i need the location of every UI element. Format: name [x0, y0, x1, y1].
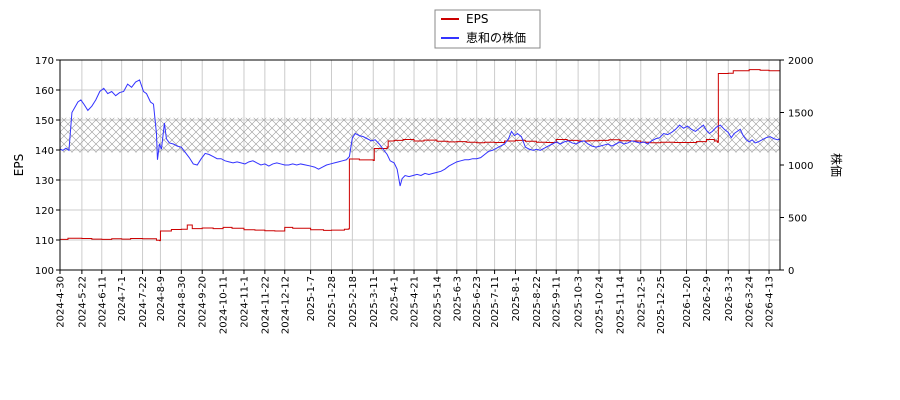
- x-tick-label: 2024-10-11: [219, 276, 230, 334]
- y-right-tick-label: 2000: [788, 56, 813, 67]
- legend-eps-label: EPS: [466, 12, 488, 26]
- x-tick-label: 2025-9-11: [552, 276, 563, 328]
- y-left-tick-label: 150: [35, 116, 54, 127]
- y-left-tick-label: 130: [35, 176, 54, 187]
- x-tick-label: 2025-6-23: [472, 276, 483, 328]
- legend: EPS 恵和の株価: [434, 9, 541, 49]
- x-tick-label: 2025-11-14: [615, 276, 626, 334]
- x-tick-label: 2026-3-24: [745, 276, 756, 328]
- x-tick-label: 2025-7-11: [490, 276, 501, 328]
- x-tick-label: 2025-5-14: [432, 276, 443, 328]
- y-right-tick-label: 1500: [788, 109, 813, 120]
- x-tick-label: 2024-8-9: [156, 276, 167, 321]
- x-tick-label: 2025-12-5: [636, 276, 647, 328]
- x-tick-label: 2025-10-24: [595, 276, 606, 334]
- eps-series-line: [60, 69, 780, 242]
- x-tick-label: 2025-1-7: [306, 276, 317, 321]
- x-tick-label: 2024-11-22: [260, 276, 271, 334]
- x-tick-label: 2024-7-22: [138, 276, 149, 328]
- y-left-tick-label: 120: [35, 206, 54, 217]
- x-tick-label: 2025-1-28: [327, 276, 338, 328]
- x-tick-label: 2024-11-1: [239, 276, 250, 328]
- x-tick-label: 2024-9-20: [198, 276, 209, 328]
- y-left-tick-label: 160: [35, 86, 54, 97]
- x-tick-label: 2026-4-13: [765, 276, 776, 328]
- x-tick-label: 2026-2-9: [702, 276, 713, 321]
- hatched-band: [60, 117, 780, 153]
- x-tick-label: 2026-1-20: [682, 276, 693, 328]
- x-tick-label: 2025-2-18: [348, 276, 359, 328]
- x-tick-label: 2025-4-21: [410, 276, 421, 328]
- x-tick-label: 2025-6-3: [452, 276, 463, 321]
- x-tick-label: 2024-5-22: [77, 276, 88, 328]
- y-right-tick-label: 0: [788, 266, 794, 277]
- y-left-axis-label: EPS: [12, 154, 26, 176]
- x-tick-label: 2025-8-22: [532, 276, 543, 328]
- x-tick-label: 2025-12-25: [656, 276, 667, 334]
- legend-box: [434, 9, 541, 49]
- x-tick-label: 2024-8-30: [177, 276, 188, 328]
- series-lines: [60, 69, 780, 242]
- y-left-tick-label: 110: [35, 236, 54, 247]
- x-tick-label: 2026-3-3: [724, 276, 735, 321]
- x-tick-label: 2024-6-11: [97, 276, 108, 328]
- stock-price-series-line: [60, 79, 780, 187]
- y-left-tick-label: 170: [35, 56, 54, 67]
- x-tick-label: 2024-4-30: [56, 276, 67, 328]
- x-tick-label: 2025-4-1: [390, 276, 401, 321]
- axis-ticks: 100 110 120 130 140 150 160 170 0 500 1000 1500 2000…: [35, 56, 814, 334]
- x-tick-label: 2025-8-1: [511, 276, 522, 321]
- x-tick-label: 2025-3-11: [369, 276, 380, 328]
- plot-frame: [59, 59, 781, 271]
- y-right-tick-label: 1000: [788, 161, 813, 172]
- x-tick-label: 2024-12-12: [280, 276, 291, 334]
- x-tick-label: 2024-7-1: [117, 276, 128, 321]
- y-right-tick-label: 500: [788, 214, 807, 225]
- x-tick-label: 2025-10-3: [574, 276, 585, 328]
- y-left-tick-label: 100: [35, 266, 54, 277]
- y-left-tick-label: 140: [35, 146, 54, 157]
- grid: [59, 59, 780, 271]
- hatched-band-rect: [60, 117, 780, 153]
- legend-price-label: 恵和の株価: [466, 30, 526, 45]
- y-right-axis-label: 株価: [829, 153, 844, 177]
